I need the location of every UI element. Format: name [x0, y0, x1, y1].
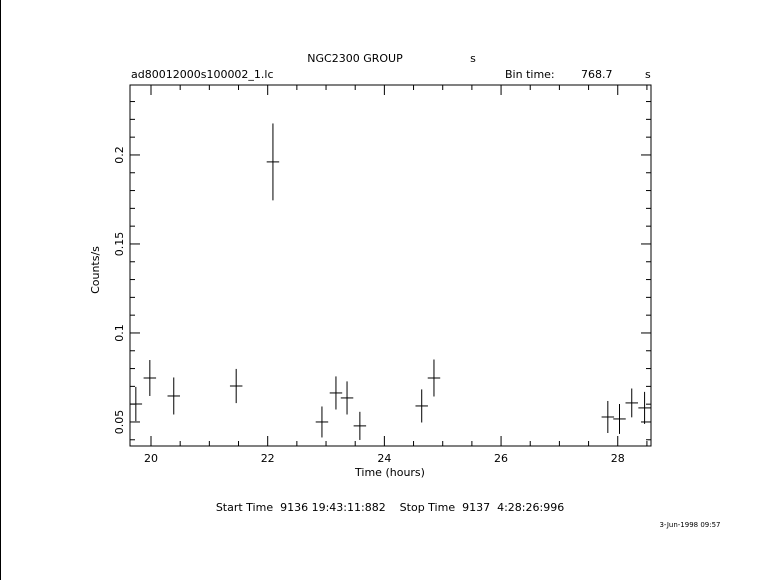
y-tick-label: 0.05 — [113, 410, 126, 435]
y-axis-label: Counts/s — [89, 246, 102, 294]
x-axis-label: Time (hours) — [354, 466, 425, 479]
date-stamp: 3-Jun-1998 09:57 — [659, 521, 720, 529]
x-tick-label: 26 — [494, 452, 508, 465]
bin-time: 768.7 — [581, 68, 613, 81]
chart-title: NGC2300 GROUP — [307, 52, 403, 65]
file-name: ad80012000s100002_1.lc — [131, 68, 274, 81]
x-tick-label: 24 — [377, 452, 391, 465]
plot-frame — [129, 84, 652, 447]
x-tick-label: 20 — [144, 452, 158, 465]
title-suffix: s — [470, 52, 476, 65]
x-tick-label: 28 — [611, 452, 625, 465]
bin-time-unit: s — [645, 68, 651, 81]
footer: Start Time 9136 19:43:11:882 Stop Time 9… — [216, 501, 564, 514]
x-tick-label: 22 — [261, 452, 275, 465]
y-tick-label: 0.2 — [113, 146, 126, 164]
y-tick-label: 0.15 — [113, 232, 126, 257]
bin-time-label: Bin time: — [505, 68, 555, 81]
y-tick-label: 0.1 — [113, 324, 126, 342]
